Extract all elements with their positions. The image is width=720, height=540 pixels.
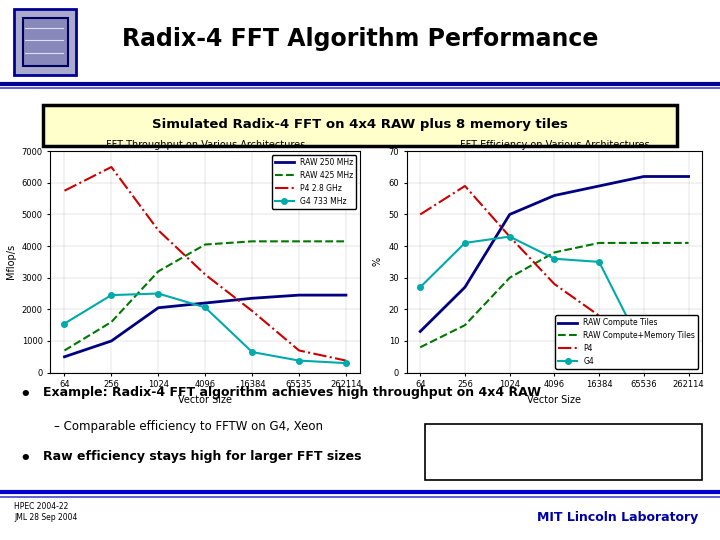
RAW Compute+Memory Tiles [505,274,514,281]
RAW Compute Tiles [639,173,648,180]
P4 [416,211,425,218]
RAW 425 MHz [154,268,163,275]
P4 [639,341,648,347]
X-axis label: Vector Size: Vector Size [179,395,232,405]
RAW 250 MHz [341,292,350,298]
FancyBboxPatch shape [14,9,76,75]
P4 2.8 GHz [107,164,116,170]
P4 [684,354,693,360]
RAW 250 MHz [154,305,163,311]
RAW 425 MHz [107,319,116,325]
RAW Compute+Memory Tiles [684,240,693,246]
P4 [550,281,559,287]
FancyBboxPatch shape [43,105,677,146]
Text: G4, Xeon FFT results from
http://www.fftw.org/benchfft: G4, Xeon FFT results from http://www.fft… [481,441,645,463]
FancyBboxPatch shape [425,423,702,481]
Text: Simulated Radix-4 FFT on 4x4 RAW plus 8 memory tiles: Simulated Radix-4 FFT on 4x4 RAW plus 8 … [152,118,568,131]
Text: Raw efficiency stays high for larger FFT sizes: Raw efficiency stays high for larger FFT… [43,450,361,463]
Legend: RAW Compute Tiles, RAW Compute+Memory Tiles, P4, G4: RAW Compute Tiles, RAW Compute+Memory Ti… [555,315,698,369]
P4 2.8 GHz [201,271,210,278]
FancyBboxPatch shape [23,18,68,66]
P4 2.8 GHz [294,347,303,354]
RAW Compute+Memory Tiles [639,240,648,246]
G4 733 MHz [201,304,210,310]
Line: P4: P4 [420,186,688,357]
Y-axis label: Mflop/s: Mflop/s [6,244,16,280]
Line: P4 2.8 GHz: P4 2.8 GHz [65,167,346,361]
Text: Example: Radix-4 FFT algorithm achieves high throughput on 4x4 RAW: Example: Radix-4 FFT algorithm achieves … [43,386,541,399]
Legend: RAW 250 MHz, RAW 425 MHz, P4 2.8 GHz, G4 733 MHz: RAW 250 MHz, RAW 425 MHz, P4 2.8 GHz, G4… [271,155,356,208]
RAW Compute+Memory Tiles [416,344,425,350]
X-axis label: Vector Size: Vector Size [527,395,581,405]
Text: •: • [19,386,31,404]
RAW 250 MHz [294,292,303,298]
Title: FFT Throughput on Various Architectures: FFT Throughput on Various Architectures [106,140,305,151]
RAW Compute Tiles [461,284,469,291]
G4 733 MHz [60,320,69,327]
RAW 250 MHz [201,300,210,306]
Line: RAW 250 MHz: RAW 250 MHz [65,295,346,357]
RAW Compute Tiles [505,211,514,218]
Y-axis label: %: % [373,258,383,266]
Line: G4 733 MHz: G4 733 MHz [62,291,348,366]
G4 [416,284,425,291]
RAW 425 MHz [60,347,69,354]
Text: HPEC 2004-22
JML 28 Sep 2004: HPEC 2004-22 JML 28 Sep 2004 [14,502,78,522]
Line: RAW 425 MHz: RAW 425 MHz [65,241,346,350]
RAW 250 MHz [248,295,256,301]
G4 733 MHz [154,291,163,297]
P4 2.8 GHz [154,227,163,233]
G4 [505,233,514,240]
Line: RAW Compute Tiles: RAW Compute Tiles [420,177,688,332]
Text: Radix-4 FFT Algorithm Performance: Radix-4 FFT Algorithm Performance [122,26,598,51]
RAW 425 MHz [341,238,350,245]
Text: •: • [19,450,31,468]
P4 2.8 GHz [248,308,256,314]
P4 2.8 GHz [60,187,69,194]
G4 733 MHz [294,357,303,364]
P4 2.8 GHz [341,357,350,364]
G4 733 MHz [248,349,256,355]
Title: FFT Efficiency on Various Architectures: FFT Efficiency on Various Architectures [459,140,649,151]
Text: MIT Lincoln Laboratory: MIT Lincoln Laboratory [537,511,698,524]
RAW Compute+Memory Tiles [461,322,469,328]
Line: RAW Compute+Memory Tiles: RAW Compute+Memory Tiles [420,243,688,347]
RAW Compute Tiles [684,173,693,180]
G4 [639,347,648,354]
G4 733 MHz [107,292,116,298]
P4 [461,183,469,189]
Text: – Comparable efficiency to FFTW on G4, Xeon: – Comparable efficiency to FFTW on G4, X… [54,420,323,433]
G4 [595,259,603,265]
P4 [505,233,514,240]
RAW 425 MHz [294,238,303,245]
RAW 425 MHz [201,241,210,248]
RAW Compute Tiles [595,183,603,189]
P4 [595,313,603,319]
RAW Compute Tiles [550,192,559,199]
RAW Compute+Memory Tiles [595,240,603,246]
RAW Compute Tiles [416,328,425,335]
G4 [684,354,693,360]
G4 733 MHz [341,360,350,366]
RAW 250 MHz [107,338,116,344]
RAW 425 MHz [248,238,256,245]
RAW Compute+Memory Tiles [550,249,559,255]
G4 [461,240,469,246]
Line: G4: G4 [418,234,691,360]
G4 [550,255,559,262]
RAW 250 MHz [60,354,69,360]
